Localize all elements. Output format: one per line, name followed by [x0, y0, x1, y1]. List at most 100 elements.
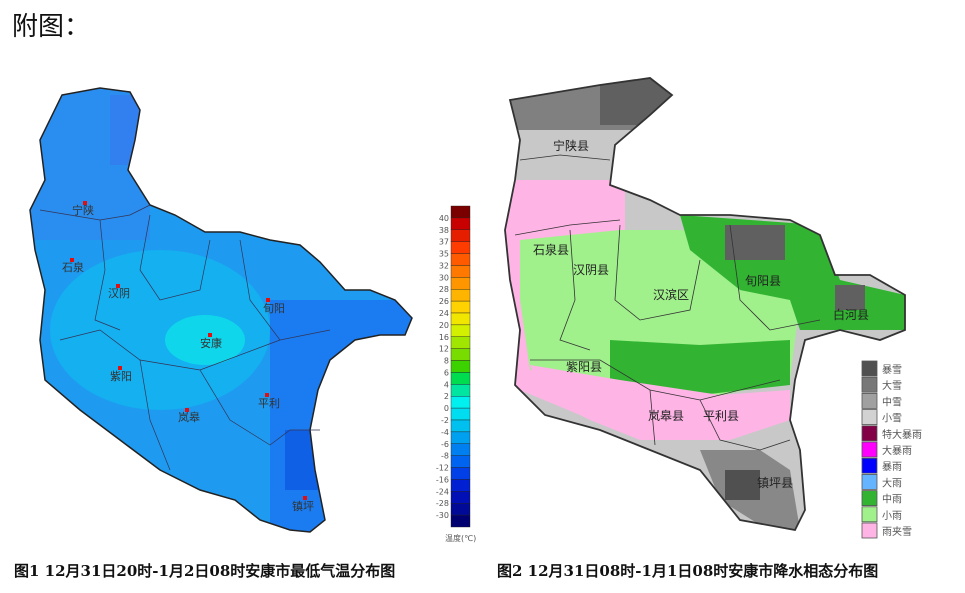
station-markers [70, 201, 307, 500]
legend-tick: -28 [436, 499, 449, 508]
legend-swatch [450, 514, 471, 528]
legend-tick: -6 [441, 440, 449, 449]
legend-swatch [861, 392, 878, 409]
legend-label: 中雪 [882, 395, 902, 408]
legend-swatch [861, 473, 878, 490]
legend-tick: 2 [444, 392, 449, 401]
county-label: 旬阳县 [745, 274, 781, 288]
legend-swatch [861, 409, 878, 426]
legend-swatch [861, 425, 878, 442]
legend-swatch [450, 407, 471, 421]
station-label: 镇坪 [292, 499, 314, 513]
county-label: 汉滨区 [653, 287, 689, 302]
legend-tick: 40 [439, 214, 449, 223]
legend-swatch [861, 441, 878, 458]
legend-tick: 32 [439, 261, 449, 270]
legend-swatch [450, 229, 471, 242]
legend-tick: 35 [439, 250, 449, 259]
station-label: 紫阳 [110, 370, 132, 383]
legend-label: 大雪 [882, 379, 902, 392]
county-label: 宁陕县 [553, 138, 589, 153]
legend-swatch [450, 443, 471, 456]
legend-tick: -2 [441, 416, 449, 425]
station-label: 岚皋 [178, 410, 200, 424]
legend-swatch [450, 503, 471, 516]
legend-swatch [861, 522, 878, 539]
legend-tick: -30 [436, 511, 449, 520]
county-label: 汉阴县 [573, 263, 609, 277]
legend-label: 小雨 [882, 510, 902, 522]
legend-swatch [450, 289, 471, 302]
legend-swatch [450, 467, 471, 480]
legend-swatch [861, 457, 878, 474]
legend-swatch [861, 376, 878, 393]
legend-label: 小雪 [882, 413, 902, 425]
legend-swatch [861, 360, 878, 377]
station-label: 汉阴 [108, 287, 130, 300]
figure2-caption: 图2 12月31日08时-1月1日08时安康市降水相态分布图 [497, 562, 879, 580]
legend-swatch [450, 241, 471, 254]
legend-label: 大暴雨 [882, 444, 912, 457]
legend-label: 中雨 [882, 493, 902, 506]
legend-tick: 24 [439, 309, 449, 318]
county-labels: 宁陕县 石泉县 汉阴县 汉滨区 旬阳县 白河县 紫阳县 岚皋县 平利县 镇坪县 [533, 138, 869, 490]
legend-title: 温度(℃) [445, 533, 476, 543]
legend-tick: 20 [439, 321, 449, 330]
legend-swatch [450, 277, 471, 290]
legend-swatch [450, 396, 471, 409]
legend-tick: -16 [436, 475, 449, 484]
legend-tick: 12 [439, 345, 449, 354]
legend-label: 暴雪 [882, 364, 902, 376]
legend-swatch [450, 205, 471, 219]
legend-tick: -24 [436, 487, 449, 496]
legend-swatch [450, 253, 471, 266]
county-label: 岚皋县 [648, 408, 684, 423]
legend-tick: 8 [444, 357, 449, 366]
legend-swatch [450, 312, 471, 326]
legend-swatch [450, 384, 471, 397]
station-label: 安康 [200, 336, 222, 350]
legend-swatch [450, 217, 471, 230]
legend-tick: -12 [436, 464, 449, 473]
temperature-legend: 40383735323028262420161286420-2-4-6-8-12… [436, 205, 471, 528]
county-borders-2 [514, 154, 821, 451]
legend-swatch [450, 372, 471, 385]
county-label: 平利县 [703, 409, 739, 423]
legend-swatch [450, 360, 471, 373]
page-heading: 附图： [12, 12, 91, 42]
county-label: 白河县 [833, 307, 869, 322]
temperature-map [30, 88, 412, 532]
county-label: 石泉县 [533, 243, 569, 257]
legend-swatch [450, 300, 471, 314]
figure1-caption: 图1 12月31日20时-1月2日08时安康市最低气温分布图 [14, 562, 396, 580]
county-label: 紫阳县 [566, 360, 602, 374]
legend-swatch [450, 431, 471, 444]
legend-tick: 38 [439, 226, 449, 235]
legend-swatch [450, 348, 471, 361]
legend-tick: 30 [439, 273, 449, 282]
legend-tick: 37 [439, 238, 449, 247]
legend-tick: 28 [439, 285, 449, 294]
legend-swatch [861, 490, 878, 507]
legend-tick: -4 [441, 428, 449, 437]
legend-swatch [450, 491, 471, 504]
legend-swatch [450, 455, 471, 468]
legend-swatch [861, 506, 878, 523]
station-label: 宁陕 [72, 203, 94, 217]
legend-tick: 26 [439, 297, 449, 306]
station-label: 旬阳 [263, 302, 285, 315]
legend-tick: 4 [444, 380, 449, 389]
county-label: 镇坪县 [757, 476, 793, 490]
station-label: 平利 [258, 397, 280, 410]
legend-label: 大雨 [882, 476, 902, 489]
station-label: 石泉 [62, 260, 84, 274]
legend-tick: 16 [439, 333, 449, 342]
legend-label: 特大暴雨 [882, 428, 922, 441]
legend-swatch [450, 265, 471, 278]
legend-tick: 6 [444, 368, 449, 377]
legend-swatch [450, 479, 471, 492]
station-labels: 宁陕 石泉 汉阴 旬阳 安康 紫阳 平利 岚皋 镇坪 [62, 203, 314, 513]
legend-swatch [450, 336, 471, 349]
